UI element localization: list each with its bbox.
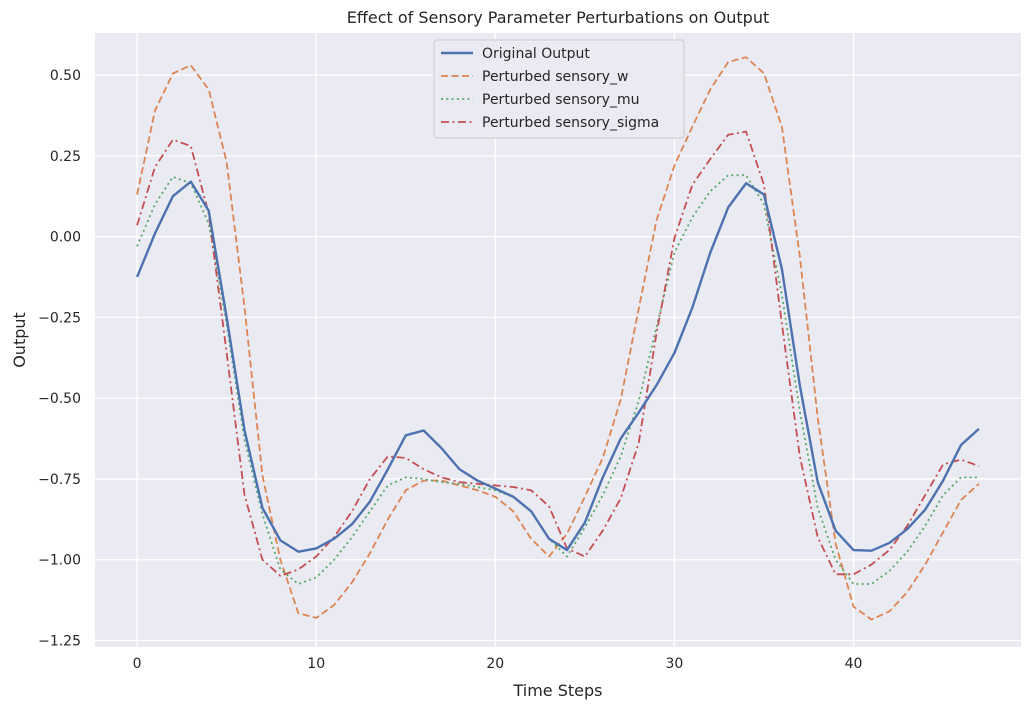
y-tick-label: −0.25 <box>38 310 81 326</box>
y-tick-label: −0.75 <box>38 472 81 488</box>
y-tick-label: 0.00 <box>50 230 81 246</box>
legend-entry-label: Perturbed sensory_w <box>482 69 628 85</box>
x-axis-label: Time Steps <box>512 681 602 700</box>
y-tick-labels: 0.50 0.25 0.00 −0.25 −0.50 −0.75 −1.00 −1.25 <box>38 68 81 650</box>
y-tick-label: 0.25 <box>50 149 81 165</box>
y-tick-label: 0.50 <box>50 68 81 84</box>
y-axis-label: Output <box>10 312 29 368</box>
x-tick-label: 30 <box>666 656 684 672</box>
x-tick-label: 0 <box>133 656 142 672</box>
series-line-perturbed-sensory-sigma <box>136 130 980 577</box>
y-tick-label: −1.00 <box>38 553 81 569</box>
x-tick-label: 10 <box>307 656 325 672</box>
y-tick-label: −1.25 <box>38 634 81 650</box>
x-tick-labels: 0 10 20 30 40 <box>133 656 863 672</box>
legend-box <box>433 39 685 139</box>
legend: Original Output Perturbed sensory_w Pertur… <box>433 39 685 139</box>
legend-entry-label: Perturbed sensory_sigma <box>482 115 659 131</box>
legend-entry-label: Original Output <box>482 46 590 62</box>
series-line-original-output <box>135 180 980 553</box>
series-lines <box>135 56 980 621</box>
chart-title: Effect of Sensory Parameter Perturbation… <box>347 8 769 27</box>
y-tick-label: −0.50 <box>38 391 81 407</box>
x-tick-label: 40 <box>845 656 863 672</box>
legend-entry-label: Perturbed sensory_mu <box>482 92 639 108</box>
x-tick-label: 20 <box>486 656 504 672</box>
